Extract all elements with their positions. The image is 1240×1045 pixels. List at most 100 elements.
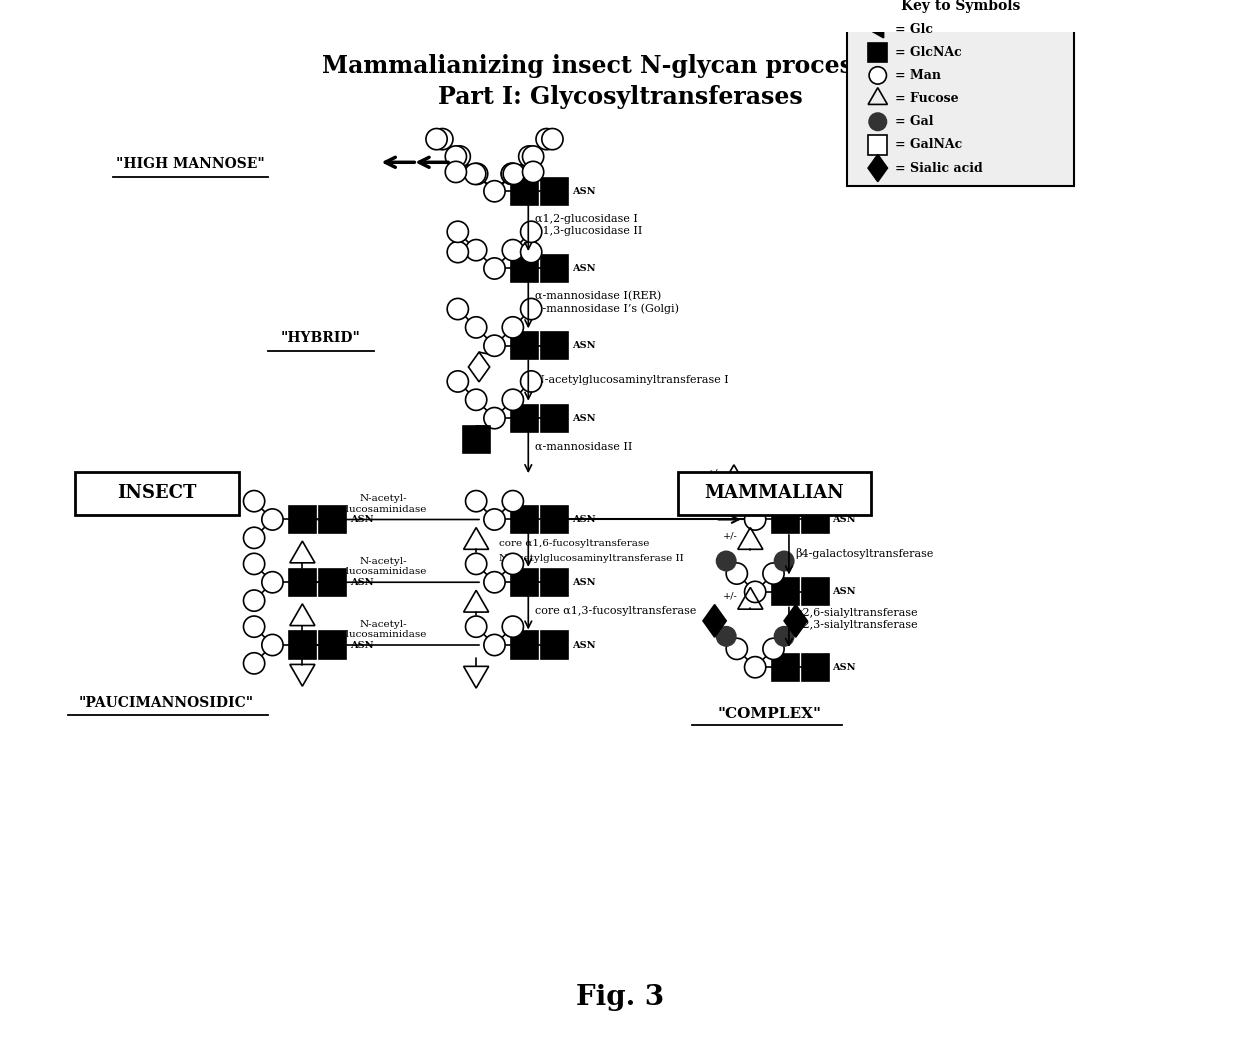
Circle shape [243, 590, 264, 611]
Bar [289, 506, 316, 533]
Bar [678, 472, 870, 515]
Bar [511, 404, 538, 432]
Text: Part I: Glycosyltransferases: Part I: Glycosyltransferases [438, 85, 802, 109]
Bar [541, 568, 568, 596]
Text: ASN: ASN [350, 641, 373, 650]
Circle shape [501, 163, 522, 185]
Circle shape [521, 299, 542, 320]
Text: "PAUCIMANNOSIDIC": "PAUCIMANNOSIDIC" [78, 696, 254, 710]
Circle shape [484, 634, 505, 655]
Bar [511, 506, 538, 533]
Circle shape [449, 146, 470, 167]
Bar [771, 578, 799, 605]
Circle shape [448, 299, 469, 320]
Bar [511, 178, 538, 205]
Text: Key to Symbols: Key to Symbols [900, 0, 1021, 13]
Text: α2,6-sialyltransferase
α2,3-sialyltransferase: α2,6-sialyltransferase α2,3-sialyltransf… [796, 608, 919, 630]
Circle shape [484, 572, 505, 593]
Circle shape [717, 627, 735, 646]
Bar [771, 506, 799, 533]
Circle shape [502, 617, 523, 637]
Circle shape [448, 241, 469, 262]
Circle shape [484, 181, 505, 202]
Bar [801, 578, 828, 605]
Text: ASN: ASN [572, 578, 595, 586]
Circle shape [262, 509, 283, 530]
Text: "COMPLEX": "COMPLEX" [718, 706, 822, 721]
Text: MAMMALIAN: MAMMALIAN [704, 485, 844, 503]
Bar [319, 568, 346, 596]
Text: ASN: ASN [572, 414, 595, 422]
Circle shape [727, 490, 748, 512]
Text: ASN: ASN [832, 587, 856, 597]
Text: N-acetyl-
glucosaminidase: N-acetyl- glucosaminidase [340, 620, 427, 640]
Circle shape [763, 563, 784, 584]
Bar [511, 332, 538, 359]
Circle shape [763, 490, 784, 512]
Text: N-acetyl-
glucosaminidase: N-acetyl- glucosaminidase [340, 557, 427, 577]
Circle shape [536, 129, 557, 149]
Text: ASN: ASN [832, 515, 856, 524]
Bar [541, 404, 568, 432]
Text: ASN: ASN [572, 515, 595, 524]
Circle shape [744, 581, 766, 603]
Bar [541, 631, 568, 658]
Circle shape [466, 163, 487, 185]
Text: N-acetylglucosaminyltransferase II: N-acetylglucosaminyltransferase II [500, 554, 684, 562]
Bar [511, 631, 538, 658]
Circle shape [465, 553, 487, 575]
Bar [868, 135, 888, 155]
Circle shape [448, 222, 469, 242]
Circle shape [465, 163, 486, 185]
Circle shape [502, 389, 523, 411]
Text: ASN: ASN [350, 515, 373, 524]
Text: core α1,6-fucosyltransferase: core α1,6-fucosyltransferase [500, 539, 650, 549]
Text: Fig. 3: Fig. 3 [575, 984, 665, 1011]
Text: "HYBRID": "HYBRID" [280, 331, 361, 345]
Circle shape [869, 113, 887, 131]
Bar [319, 506, 346, 533]
Circle shape [502, 553, 523, 575]
Circle shape [503, 163, 525, 185]
Circle shape [502, 490, 523, 512]
Circle shape [717, 552, 735, 571]
Text: = GlcNAc: = GlcNAc [895, 46, 962, 59]
Circle shape [484, 509, 505, 530]
Text: ASN: ASN [832, 663, 856, 672]
Bar [463, 426, 490, 452]
Circle shape [465, 490, 487, 512]
Circle shape [727, 563, 748, 584]
Polygon shape [784, 605, 807, 637]
Circle shape [445, 161, 466, 183]
Text: = Man: = Man [895, 69, 941, 82]
Circle shape [775, 627, 794, 646]
Bar [541, 332, 568, 359]
Circle shape [445, 146, 466, 167]
Text: core α1,3-fucosyltransferase: core α1,3-fucosyltransferase [534, 606, 697, 617]
Circle shape [448, 371, 469, 392]
Circle shape [432, 129, 453, 149]
Circle shape [243, 490, 264, 512]
Polygon shape [868, 155, 888, 182]
Text: = Sialic acid: = Sialic acid [895, 162, 983, 175]
Text: ASN: ASN [572, 641, 595, 650]
Circle shape [465, 317, 487, 338]
Circle shape [522, 146, 543, 167]
Bar [511, 568, 538, 596]
Bar [541, 255, 568, 282]
Bar [74, 472, 238, 515]
Text: ASN: ASN [572, 342, 595, 350]
Circle shape [775, 552, 794, 571]
Text: ASN: ASN [572, 187, 595, 195]
Circle shape [542, 129, 563, 149]
Text: ASN: ASN [350, 578, 373, 586]
Text: β4-galactosyltransferase: β4-galactosyltransferase [796, 548, 934, 559]
Circle shape [465, 389, 487, 411]
Text: = Fucose: = Fucose [895, 92, 959, 106]
Bar [289, 568, 316, 596]
Circle shape [465, 239, 487, 261]
Bar [319, 631, 346, 658]
Bar [801, 654, 828, 680]
Bar [541, 178, 568, 205]
Circle shape [744, 509, 766, 530]
